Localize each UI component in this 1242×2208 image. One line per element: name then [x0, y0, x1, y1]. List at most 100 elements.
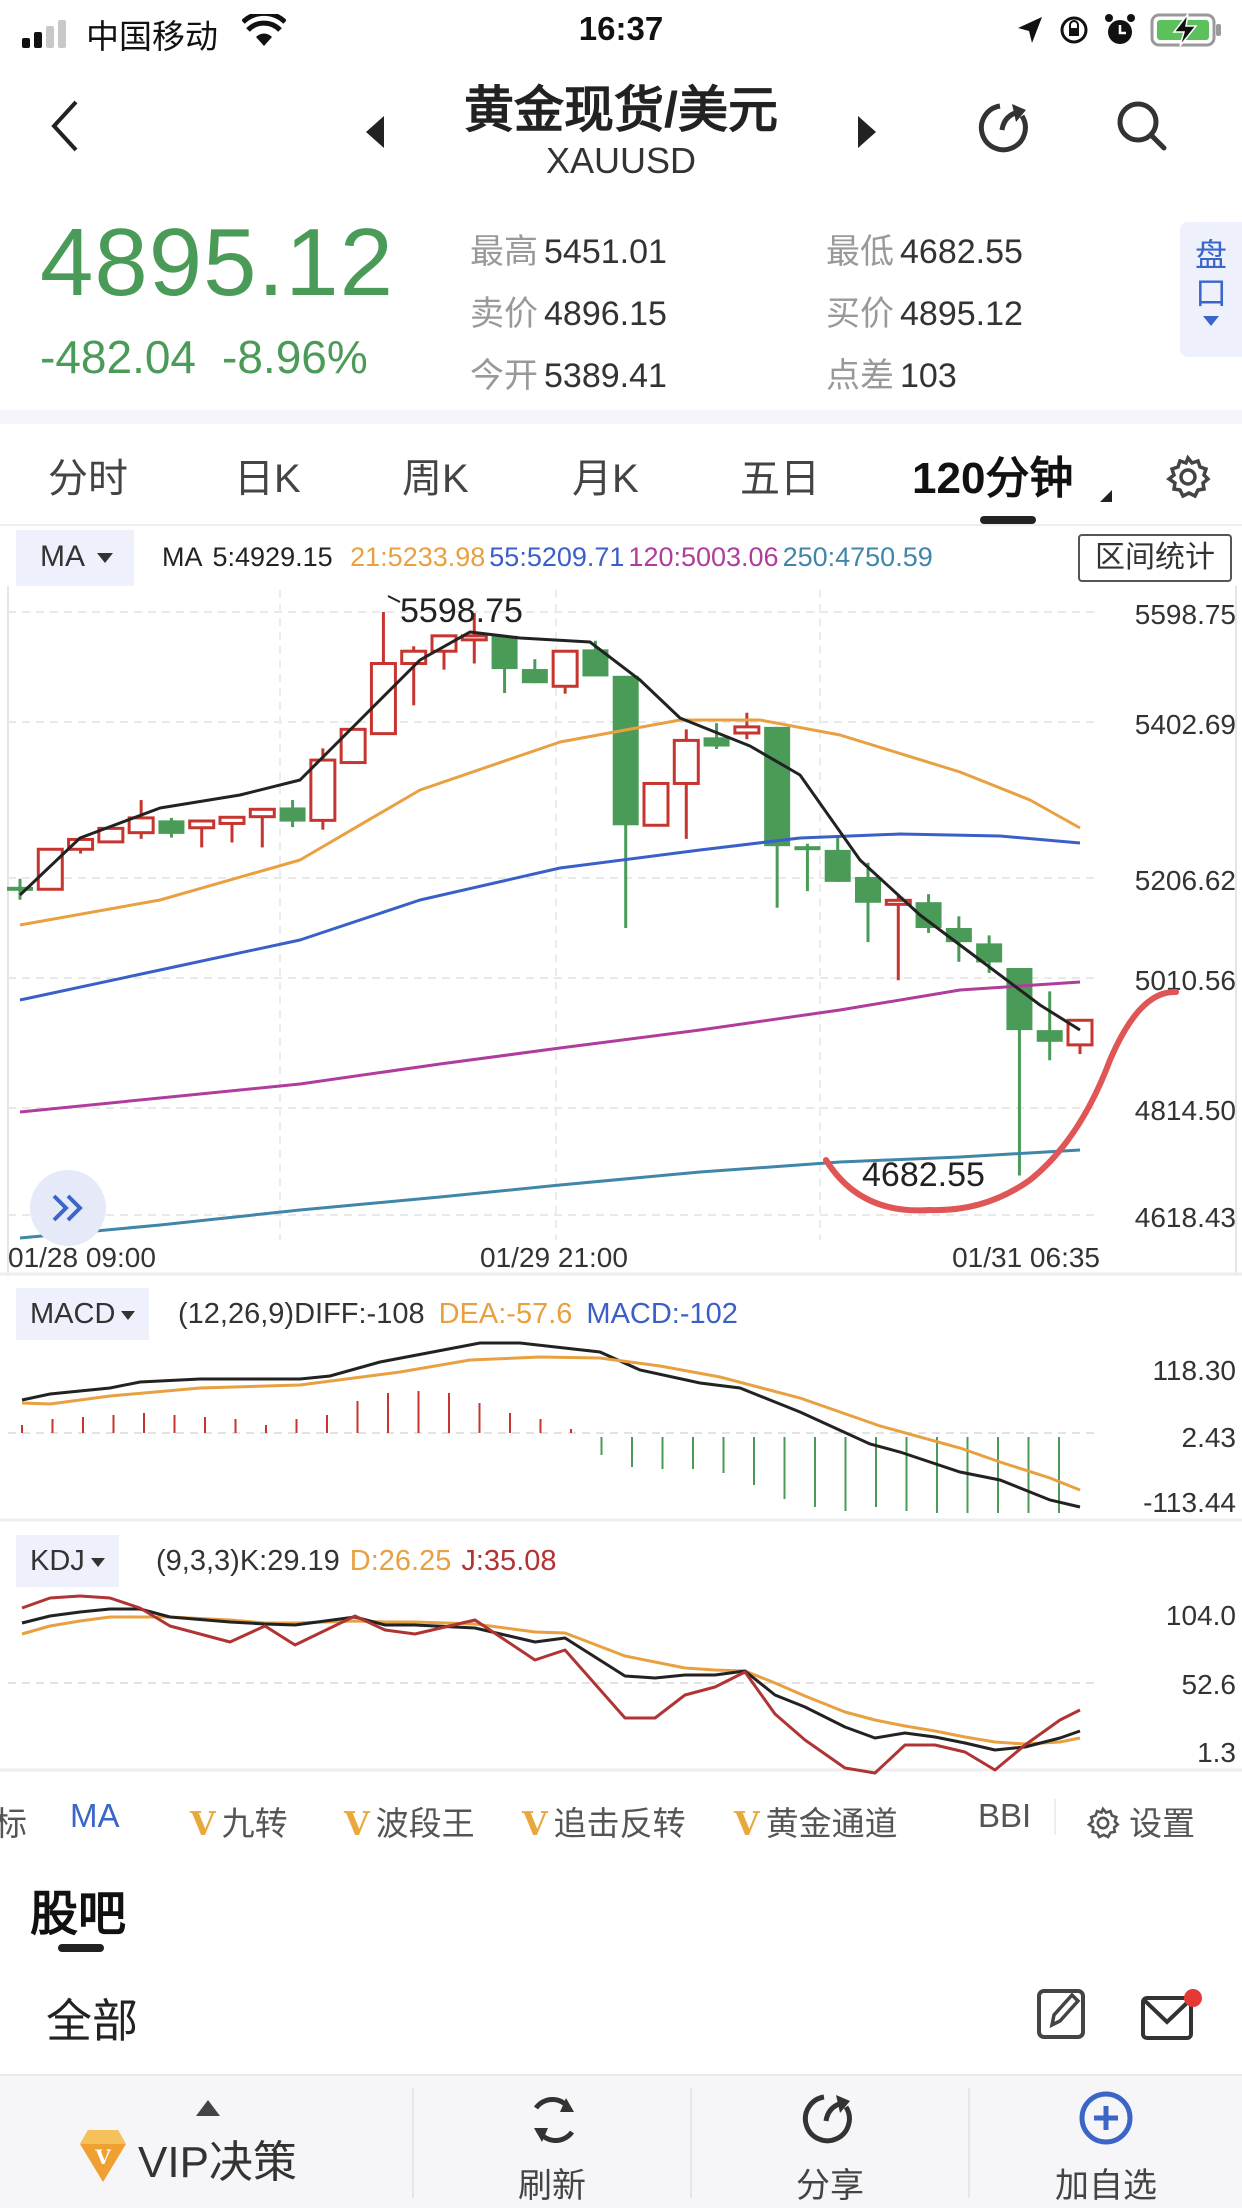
refresh-icon: [533, 2096, 575, 2144]
gear-icon: [1086, 1806, 1120, 1839]
compose-icon[interactable]: [1036, 1985, 1088, 2041]
kdj-dropdown[interactable]: KDJ: [16, 1535, 119, 1587]
svg-text:5598.75: 5598.75: [1135, 599, 1236, 630]
tab-daily[interactable]: 日K: [234, 457, 301, 501]
battery-charging-icon: [1150, 13, 1221, 47]
annotation-curve: [823, 988, 1179, 1214]
expand-up-icon: [196, 2100, 220, 2116]
nav-header: 黄金现货/美元 XAUUSD: [0, 60, 1242, 200]
svg-text:5402.69: 5402.69: [1135, 709, 1236, 740]
svg-text:01/28 09:00: 01/28 09:00: [8, 1242, 156, 1273]
macd-diff: (12,26,9)DIFF:-108: [178, 1298, 425, 1330]
tab-intraday[interactable]: 分时: [48, 457, 128, 501]
svg-text:52.6: 52.6: [1182, 1669, 1237, 1700]
dropdown-arrow-icon: [90, 1557, 105, 1567]
prev-symbol-icon[interactable]: [366, 116, 384, 148]
indicator-ma[interactable]: MA: [70, 1797, 120, 1834]
range-stats-button[interactable]: 区间统计: [1078, 534, 1232, 582]
notification-dot: [1184, 1989, 1202, 2007]
page-title: 黄金现货/美元: [464, 82, 778, 138]
candlestick-chart[interactable]: 5598.75 5402.69 5206.62 5010.56 4814.50 4618.…: [0, 586, 1242, 1276]
period-dropdown-icon: [1100, 490, 1112, 502]
indicator-jiuzhuan[interactable]: V 九转: [190, 1804, 288, 1843]
divider: [412, 2088, 414, 2198]
indicator-settings[interactable]: 设置: [1086, 1797, 1195, 1845]
main-indicator-dropdown[interactable]: MA: [16, 530, 134, 586]
kdj-panel: KDJ (9,3,3)K:29.19 D:26.25 J:35.08 104.0 52…: [0, 1525, 1242, 1775]
chart-settings-icon[interactable]: [1165, 454, 1211, 500]
dropdown-arrow-icon: [97, 553, 113, 564]
divider: [690, 2088, 692, 2198]
carrier-label: 中国移动: [86, 18, 218, 55]
indicator-gold-channel[interactable]: V 黄金通道: [734, 1804, 898, 1843]
filter-all[interactable]: 全部: [46, 1995, 138, 2047]
period-tabs: 分时 日K 周K 月K 五日 120分钟: [0, 424, 1242, 524]
ma250-value: 250:4750.59: [782, 542, 933, 572]
vip-badge-icon: V: [190, 1804, 216, 1843]
stat-low: 最低 4682.55: [826, 233, 1023, 271]
location-icon: [1018, 17, 1042, 43]
share-icon[interactable]: [978, 98, 1036, 156]
indicator-bbi[interactable]: BBI: [978, 1797, 1032, 1834]
kdj-j: J:35.08: [461, 1545, 557, 1577]
macd-dropdown[interactable]: MACD: [16, 1288, 150, 1340]
tab-monthly[interactable]: 月K: [572, 457, 639, 501]
tab-120min[interactable]: 120分钟: [912, 454, 1074, 503]
macd-dea: DEA:-57.6: [438, 1298, 573, 1330]
price-change: -482.04 -8.96%: [40, 330, 394, 384]
kdj-chart: 104.0 52.6 1.3: [0, 1594, 1242, 1775]
vip-badge-icon: V: [734, 1804, 760, 1843]
next-symbol-icon[interactable]: [858, 116, 876, 148]
stat-high: 最高 5451.01: [470, 233, 667, 271]
indicator-boduanwang[interactable]: V 波段王: [344, 1804, 475, 1843]
svg-text:4618.43: 4618.43: [1135, 1202, 1236, 1233]
macd-panel: MACD (12,26,9)DIFF:-108 DEA:-57.6 MACD:-10…: [0, 1278, 1242, 1523]
stat-open: 今开 5389.41: [470, 357, 667, 395]
back-icon[interactable]: [50, 100, 80, 152]
status-bar: 中国移动 16:37: [0, 0, 1242, 60]
divider: [1054, 1799, 1056, 1835]
svg-text:4682.55: 4682.55: [862, 1156, 985, 1194]
wifi-icon: [242, 14, 286, 46]
double-chevron-right-icon: [52, 1194, 83, 1222]
indicator-zhuiji[interactable]: V 追击反转: [522, 1804, 686, 1843]
search-icon[interactable]: [1114, 98, 1170, 154]
indicator-item[interactable]: 标: [0, 1805, 27, 1842]
svg-text:4814.50: 4814.50: [1135, 1095, 1236, 1126]
community-title[interactable]: 股吧: [30, 1888, 127, 1941]
svg-text:5010.56: 5010.56: [1135, 965, 1236, 996]
tab-weekly[interactable]: 周K: [402, 457, 469, 501]
ma120-value: 120:5003.06: [628, 542, 779, 572]
vip-diamond-icon: V: [80, 2130, 126, 2182]
chevron-down-icon: [1203, 316, 1219, 326]
order-book-toggle[interactable]: 盘 口: [1180, 222, 1242, 357]
clock: 16:37: [578, 10, 664, 47]
divider: [0, 524, 1242, 526]
ma55-value: 55:5209.71: [489, 542, 625, 572]
svg-text:118.30: 118.30: [1152, 1355, 1236, 1386]
vip-badge-icon: V: [522, 1804, 548, 1843]
svg-text:-113.44: -113.44: [1143, 1487, 1236, 1518]
symbol-code: XAUUSD: [545, 140, 697, 181]
price-chart[interactable]: 5598.75 5402.69 5206.62 5010.56 4814.50 4618.…: [0, 586, 1242, 1276]
add-watchlist-button[interactable]: 加自选: [970, 2076, 1242, 2208]
vip-badge-icon: V: [344, 1804, 370, 1843]
share-button[interactable]: 分享: [692, 2076, 968, 2208]
stat-spread: 点差 103: [826, 357, 957, 395]
vip-decision-button[interactable]: V VIP决策: [0, 2076, 412, 2208]
ma-legend: MA MA 5:4929.15 21:5233.98 55:5209.71 120:5…: [0, 530, 1242, 586]
divider: [0, 410, 1242, 424]
svg-text:01/31 06:35: 01/31 06:35: [952, 1242, 1100, 1273]
tab-five-day[interactable]: 五日: [740, 457, 820, 501]
svg-text:V: V: [94, 2145, 111, 2169]
kdj-d: D:26.25: [349, 1545, 452, 1577]
svg-text:5598.75: 5598.75: [400, 592, 523, 630]
active-tab-indicator: [980, 516, 1036, 524]
signal-icon: [22, 20, 66, 48]
expand-chart-button[interactable]: [30, 1170, 106, 1246]
message-icon[interactable]: [1140, 1988, 1202, 2042]
refresh-button[interactable]: 刷新: [414, 2076, 690, 2208]
add-circle-icon: [1079, 2091, 1133, 2145]
ma21-value: 21:5233.98: [350, 542, 486, 572]
rotation-lock-icon: [1060, 16, 1088, 44]
